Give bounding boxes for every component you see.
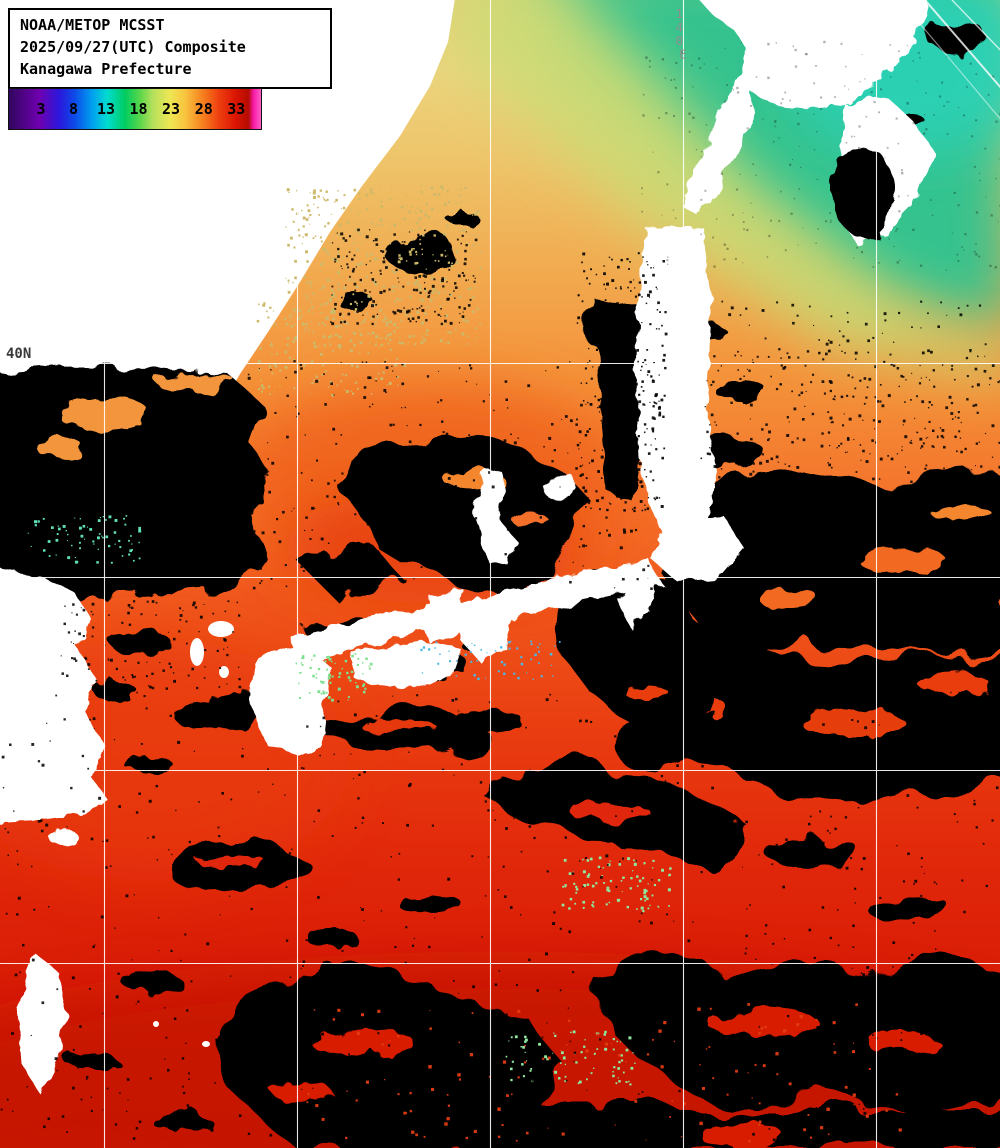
grid-labels: 40N 1 4 0 E: [5, 6, 690, 364]
land-jeju: [49, 830, 79, 846]
cloud-mass: [444, 208, 476, 224]
cloud-gap: [930, 503, 990, 521]
cloud-gap: [700, 1124, 784, 1148]
cloud-mass: [124, 755, 172, 773]
cloud-gap: [858, 547, 946, 573]
swath-edge-streaks: [899, 0, 1000, 120]
yellow-green-transition: [443, 0, 1000, 379]
cloud-gap: [156, 374, 236, 390]
cloud-mass: [298, 544, 404, 602]
swath-streak-line: [924, 0, 1000, 89]
cloud-mass: [764, 838, 860, 866]
colorbar-tick: 23: [162, 100, 181, 118]
land-oki-islands: [208, 621, 234, 637]
land-tsushima: [190, 638, 204, 666]
cloud-mass: [592, 960, 1000, 1112]
land-honshu-tohoku: [636, 226, 716, 542]
land-sado-island: [546, 473, 578, 501]
cloud-mass: [216, 970, 562, 1148]
land-hokkaido: [699, 0, 927, 110]
cloud-cover-mask: [66, 22, 1000, 1148]
land-korea: [0, 569, 110, 822]
cloud-mass: [860, 889, 944, 915]
cloud-mass: [384, 232, 456, 272]
land-small-island: [153, 1021, 159, 1027]
cloud-mass: [110, 629, 170, 655]
colorbar-tick: 33: [227, 100, 246, 118]
cloud-gap: [624, 685, 668, 699]
cloud-gap: [198, 855, 266, 869]
title-line-product: NOAA/METOP MCSST: [20, 16, 165, 34]
cloud-mass: [716, 382, 768, 402]
cloud-gap: [758, 588, 818, 608]
temperature-colorbar: 3 8 13 18 23 28 33: [8, 88, 262, 130]
colorbar-tick: 3: [36, 100, 46, 118]
cloud-hidaka-bay: [834, 146, 894, 238]
land-taiwan: [18, 952, 66, 1094]
cloud-gap: [916, 672, 988, 692]
cloud-cover-upper: [0, 146, 894, 600]
cloud-mass: [668, 468, 1000, 656]
cloud-mass: [94, 683, 138, 701]
latitude-label: 40N: [6, 346, 31, 362]
cloud-gap: [866, 1031, 938, 1053]
swath-streak-line: [951, 0, 1000, 51]
cloud-mass: [122, 971, 182, 993]
cloud-gap: [800, 708, 904, 736]
colorbar-tick: 18: [129, 100, 148, 118]
title-line-region: Kanagawa Prefecture: [20, 59, 192, 78]
cloud-gap: [570, 803, 650, 821]
cloud-mass: [306, 929, 358, 947]
cloud-mass: [0, 366, 272, 600]
cloud-gap: [706, 1008, 818, 1036]
cloud-mass: [614, 724, 706, 772]
cloud-mass: [352, 436, 592, 586]
land-kyushu: [250, 648, 332, 754]
cloud-gap: [272, 1083, 332, 1101]
land-chugoku: [290, 600, 476, 664]
cloud-mass: [174, 702, 246, 730]
land-noto-peninsula: [476, 470, 518, 566]
colorbar-tick: 8: [68, 100, 79, 118]
cloud-mass: [66, 1053, 118, 1071]
land-mask-west: [0, 569, 110, 846]
cloud-mass: [152, 1113, 212, 1131]
swath-streak-line: [899, 0, 1000, 120]
land-iki: [219, 666, 229, 678]
title-line-date: 2025/09/27(UTC) Composite: [20, 37, 246, 56]
cloud-gap: [362, 722, 438, 734]
cloud-gap: [310, 1029, 414, 1055]
cloud-gap: [36, 439, 84, 457]
colorbar-tick: 13: [96, 100, 116, 118]
cloud-gap: [514, 514, 550, 530]
land-small-island: [202, 1041, 210, 1047]
cloud-mass: [396, 892, 460, 912]
cloud-mass: [448, 710, 524, 734]
land-kanto: [652, 516, 744, 582]
land-shikoku: [352, 640, 462, 690]
cloud-speckle-texture: [0, 40, 1000, 1143]
land-oshima-peninsula: [682, 72, 754, 216]
longitude-label: 1 4 0 E: [675, 6, 690, 62]
cloud-mass: [336, 291, 372, 309]
cloud-mass: [600, 584, 700, 722]
colorbar-tick: 28: [194, 100, 213, 118]
title-box: NOAA/METOP MCSST 2025/09/27(UTC) Composi…: [8, 8, 332, 90]
